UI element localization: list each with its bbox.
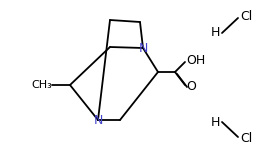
Text: N: N [138, 42, 148, 55]
Text: H: H [211, 115, 220, 128]
Text: Cl: Cl [240, 11, 252, 24]
Text: N: N [93, 113, 103, 126]
Text: OH: OH [186, 53, 205, 66]
Text: CH₃: CH₃ [31, 80, 52, 90]
Text: Cl: Cl [240, 131, 252, 144]
Text: H: H [211, 26, 220, 38]
Text: O: O [186, 80, 196, 93]
